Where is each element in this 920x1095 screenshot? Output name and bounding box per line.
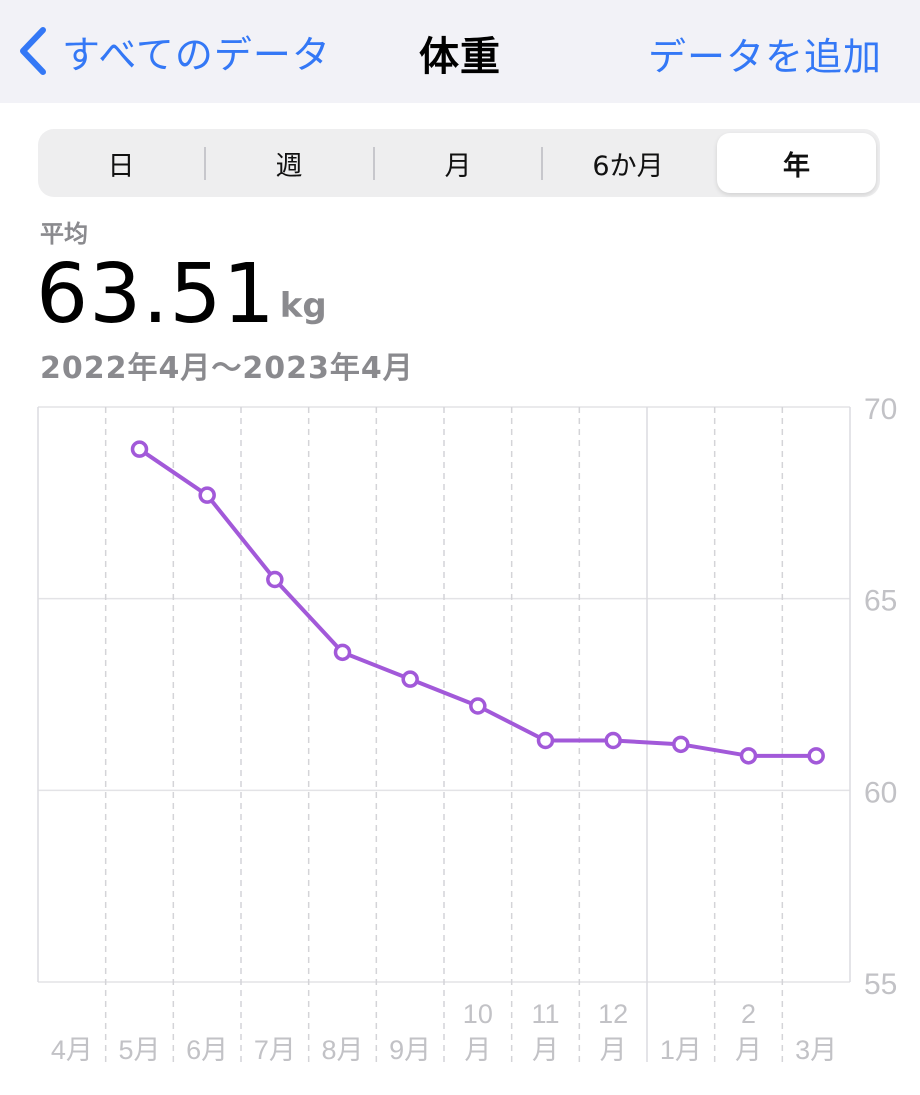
- x-tick-label: 4月: [51, 1035, 93, 1065]
- x-tick-label: 9月: [389, 1035, 431, 1065]
- data-point: [333, 643, 352, 662]
- data-point: [604, 731, 622, 750]
- segment-year[interactable]: 年: [717, 133, 876, 193]
- average-number: 63.51: [36, 247, 276, 342]
- page-title: 体重: [419, 34, 501, 80]
- data-point: [266, 570, 284, 589]
- x-tick-label: 7月: [254, 1035, 296, 1065]
- average-unit: kg: [279, 286, 327, 326]
- x-tick-label: 6月: [186, 1035, 228, 1065]
- x-tick-label: 11: [531, 999, 559, 1029]
- back-button-label: すべてのデータ: [62, 32, 331, 77]
- x-tick-label: 1月: [660, 1035, 702, 1065]
- x-tick-label: 5月: [118, 1035, 160, 1065]
- weight-line-chart[interactable]: 70 65 60 55 4月 5月 6月 7月 8月 9月 10 月 11 月 12 月 1月 2 月 3月: [0, 395, 920, 1085]
- data-point: [536, 731, 555, 750]
- data-point: [198, 486, 216, 504]
- time-range-segmented-control: 日 週 月 6か月 年: [38, 129, 880, 197]
- back-button[interactable]: すべてのデータ: [18, 22, 331, 80]
- data-point: [469, 697, 487, 715]
- x-tick-label: 10: [463, 999, 493, 1029]
- segment-week[interactable]: 週: [275, 150, 303, 182]
- y-tick-label: 60: [864, 776, 897, 809]
- data-point: [739, 747, 758, 765]
- x-tick-label: 月: [735, 1035, 762, 1065]
- chevron-left-icon: [20, 27, 46, 75]
- average-value: 63.51 kg: [36, 250, 327, 340]
- data-point: [672, 735, 690, 754]
- add-data-button[interactable]: データを追加: [647, 35, 882, 79]
- x-tick-label: 3月: [795, 1035, 837, 1065]
- segment-divider: [204, 147, 206, 180]
- x-tick-label: 月: [600, 1035, 627, 1065]
- segment-month[interactable]: 月: [444, 150, 472, 182]
- average-label: 平均: [40, 220, 88, 248]
- x-tick-label: 月: [464, 1035, 491, 1065]
- segment-divider: [541, 147, 543, 180]
- segment-six-months[interactable]: 6か月: [592, 150, 664, 182]
- x-tick-label: 8月: [321, 1035, 363, 1065]
- navigation-bar: すべてのデータ 体重 データを追加: [0, 0, 920, 103]
- data-point: [401, 670, 419, 688]
- segment-divider: [373, 147, 375, 180]
- segment-day[interactable]: 日: [107, 150, 135, 182]
- y-tick-label: 65: [864, 585, 897, 618]
- x-tick-label: 月: [532, 1035, 559, 1065]
- data-point: [807, 747, 825, 765]
- y-tick-label: 70: [864, 395, 897, 426]
- data-point: [130, 440, 149, 458]
- x-tick-label: 12: [598, 999, 628, 1029]
- y-tick-label: 55: [864, 968, 897, 1001]
- x-tick-label: 2: [741, 999, 756, 1029]
- date-range: 2022年4月〜2023年4月: [40, 351, 414, 386]
